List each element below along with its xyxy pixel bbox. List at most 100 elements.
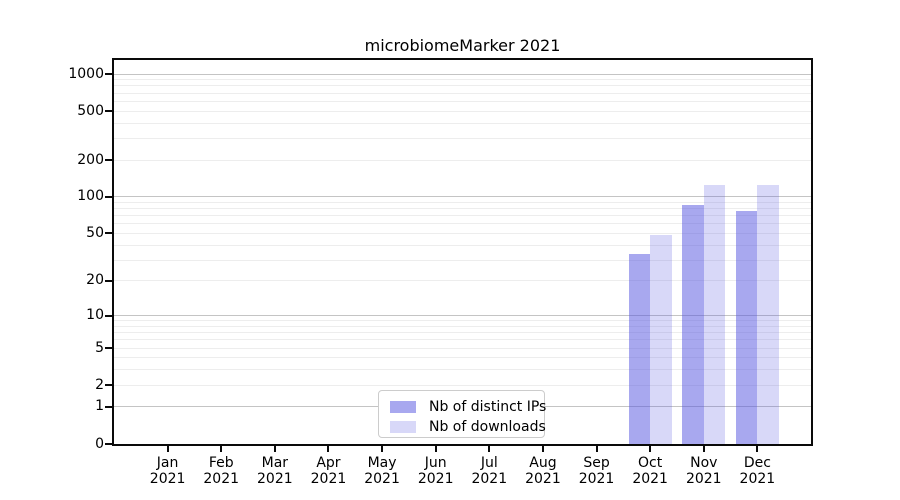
y-axis-tick-label: 20 [86, 272, 104, 289]
x-tick-mark [541, 446, 544, 452]
x-tick-mark [273, 446, 276, 452]
x-axis-tick-label-line: Nov [690, 455, 718, 471]
x-axis-tick-label: Apr 2021 [311, 455, 347, 487]
grid-line-minor [114, 223, 811, 225]
x-axis-tick-label-line: Apr [316, 455, 341, 471]
bar-distinct-ips-oct [628, 253, 651, 444]
grid-line-minor [114, 208, 811, 210]
y-axis-tick-label: 100 [77, 188, 104, 205]
legend-swatch-downloads [390, 421, 416, 433]
x-axis-tick-label: Dec 2021 [740, 455, 776, 487]
y-axis-tick-label: 200 [77, 151, 104, 168]
grid-line-minor [114, 357, 811, 359]
bar-distinct-ips-nov [682, 205, 704, 444]
x-axis-tick-label-line: Dec [743, 455, 771, 471]
legend-item-downloads: Nb of downloads [390, 419, 546, 435]
grid-line-minor [114, 92, 811, 94]
y-tick-mark [105, 443, 112, 445]
grid-line-minor [114, 122, 811, 124]
grid-line-minor [114, 232, 811, 234]
x-axis-tick-label-line: 2021 [578, 471, 615, 487]
legend-swatch-distinct-ips [390, 401, 416, 413]
x-axis-tick-label-line: Jul [480, 455, 498, 471]
grid-line-minor [114, 259, 811, 261]
x-axis-tick-label: Oct 2021 [632, 455, 668, 487]
x-tick-mark [595, 446, 598, 452]
x-axis-tick-label: Feb 2021 [203, 455, 239, 487]
grid-line-minor [114, 85, 811, 87]
grid-line-major [114, 73, 811, 75]
y-axis-tick-label: 5 [95, 339, 104, 356]
x-tick-mark [649, 446, 652, 452]
bar-distinct-ips-dec [735, 211, 758, 444]
chart-title: microbiomeMarker 2021 [364, 36, 561, 55]
grid-line-minor [114, 347, 811, 349]
x-axis-tick-label-line: 2021 [525, 471, 561, 487]
x-axis-tick-label-line: Oct [638, 455, 663, 471]
y-tick-mark [105, 195, 112, 198]
grid-line-minor [114, 339, 811, 341]
x-axis-tick-label-line: Jun [424, 455, 447, 471]
grid-line-minor [114, 201, 811, 203]
x-tick-mark [702, 446, 705, 452]
y-tick-mark [105, 110, 112, 113]
legend-label-distinct-ips: Nb of distinct IPs [429, 399, 547, 415]
grid-line-minor [114, 110, 811, 112]
legend-item-distinct-ips: Nb of distinct IPs [390, 399, 547, 415]
x-axis-tick-label-line: Jan [156, 455, 179, 471]
y-tick-mark [105, 314, 112, 317]
y-axis-tick-label: 50 [86, 224, 104, 241]
x-axis-tick-label-line: Sep [583, 455, 610, 471]
x-axis-tick-label-line: 2021 [203, 471, 240, 487]
x-axis-tick-label-line: 2021 [257, 471, 293, 487]
x-tick-mark [166, 446, 169, 452]
x-tick-mark [381, 446, 384, 452]
y-tick-mark [105, 347, 112, 350]
y-tick-mark [105, 73, 112, 76]
x-tick-mark [434, 446, 437, 452]
x-axis-tick-label: Jan 2021 [150, 455, 186, 487]
x-axis-tick-label: Nov 2021 [686, 455, 722, 487]
x-axis-tick-label: Mar 2021 [257, 455, 293, 487]
legend-label-downloads: Nb of downloads [429, 419, 546, 435]
y-axis-tick-label: 10 [86, 307, 104, 324]
x-axis-tick-label: Jul 2021 [471, 455, 507, 487]
x-axis-tick-label: Sep 2021 [579, 455, 615, 487]
grid-line-minor [114, 369, 811, 371]
grid-line-minor [114, 137, 811, 139]
x-axis-tick-label-line: Feb [208, 455, 234, 471]
y-tick-mark [105, 384, 112, 387]
x-axis-tick-label-line: 2021 [149, 471, 186, 487]
x-axis-tick-label-line: 2021 [417, 471, 454, 487]
grid-line-minor [114, 215, 811, 217]
x-axis-tick-label-line: Mar [261, 455, 289, 471]
grid-line-minor [114, 79, 811, 81]
y-axis-tick-label: 1000 [68, 65, 104, 82]
grid-line-major [114, 196, 811, 198]
x-axis-tick-label-line: Aug [529, 455, 557, 471]
x-tick-mark [327, 446, 330, 452]
grid-line-minor [114, 320, 811, 322]
x-axis-tick-label: May 2021 [364, 455, 400, 487]
grid-line-minor [114, 332, 811, 334]
grid-line-major [114, 315, 811, 317]
grid-line-minor [114, 159, 811, 161]
x-axis-tick-label-line: 2021 [310, 471, 347, 487]
grid-line-minor [114, 384, 811, 386]
bar-downloads-dec [757, 185, 779, 444]
x-axis-tick-label-line: 2021 [685, 471, 722, 487]
legend: Nb of distinct IPs Nb of downloads [378, 390, 547, 438]
bar-downloads-nov [703, 185, 726, 444]
x-axis-tick-label-line: May [367, 455, 397, 471]
grid-line-minor [114, 280, 811, 282]
x-axis-tick-label-line: 2021 [739, 471, 776, 487]
grid-line-minor [114, 325, 811, 327]
y-axis-tick-label: 0 [95, 435, 104, 452]
y-tick-mark [105, 405, 112, 408]
grid-line-minor [114, 244, 811, 246]
x-axis-tick-label: Aug 2021 [525, 455, 561, 487]
grid-line-minor [114, 100, 811, 102]
x-tick-mark [756, 446, 759, 452]
x-tick-mark [220, 446, 223, 452]
